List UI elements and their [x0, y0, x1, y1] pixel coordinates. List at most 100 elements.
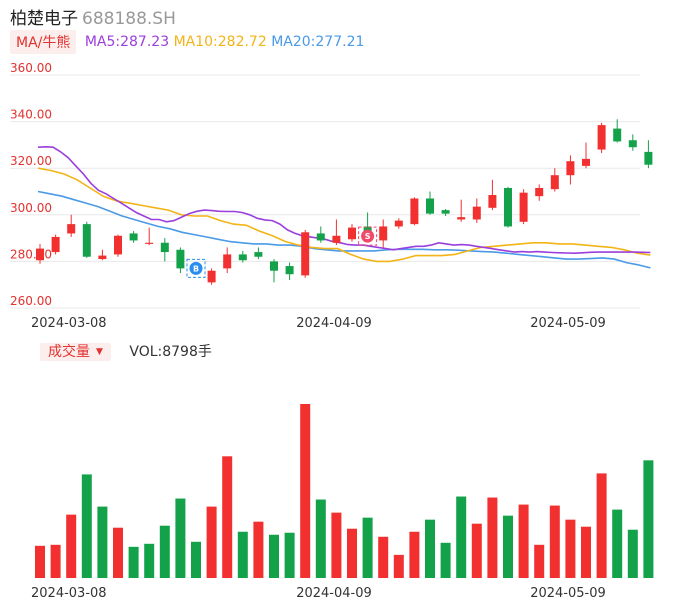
candle-body: [238, 254, 247, 261]
volume-bar: [362, 517, 373, 578]
candle-body: [488, 194, 497, 208]
candle-body: [67, 224, 76, 234]
volume-x-tick-label: 2024-05-09: [530, 586, 606, 601]
candle-body: [550, 175, 559, 190]
candle-body: [145, 242, 154, 244]
candle-body: [457, 217, 466, 220]
volume-bar: [128, 546, 139, 578]
candle-body: [176, 249, 185, 269]
x-tick-label: 2024-03-08: [31, 316, 107, 331]
candle-body: [348, 227, 356, 240]
volume-bar: [393, 554, 404, 578]
candle-body: [644, 151, 653, 165]
volume-legend: 成交量 ▼ VOL:8798手: [40, 341, 212, 361]
volume-bar: [549, 505, 560, 578]
volume-bar: [113, 527, 123, 578]
volume-x-tick-label: 2024-03-08: [31, 586, 107, 601]
candle-body: [472, 206, 481, 220]
volume-bar: [503, 515, 513, 578]
volume-bar: [425, 519, 435, 578]
volume-bar: [284, 532, 295, 578]
candle-body: [535, 188, 544, 197]
y-tick-label: 320.00: [10, 154, 52, 168]
x-tick-label: 2024-05-09: [530, 316, 606, 331]
ma5-line: [37, 145, 651, 255]
candle-body: [519, 192, 528, 222]
volume-bar: [50, 544, 61, 578]
candle-body: [426, 198, 434, 214]
volume-bar: [206, 506, 217, 578]
volume-bar: [331, 512, 342, 578]
volume-bar: [565, 519, 576, 578]
volume-bar: [518, 504, 529, 578]
volume-bar: [81, 474, 92, 578]
volume-bar: [596, 473, 607, 578]
sell-marker-frame: [358, 226, 378, 246]
candle-body: [613, 128, 622, 142]
volume-bar: [66, 514, 77, 578]
volume-bar: [300, 404, 311, 578]
volume-bar: [456, 496, 467, 578]
buy-marker-icon: [189, 261, 203, 275]
volume-bar: [534, 544, 545, 578]
volume-bar: [378, 536, 389, 578]
candle-body: [504, 188, 512, 227]
volume-bar: [581, 526, 591, 578]
volume-bar: [409, 531, 420, 578]
ma10-line: [37, 167, 651, 263]
candle-body: [285, 266, 294, 275]
ma20-label: MA20:277.21: [271, 34, 365, 50]
y-tick-label: 300.00: [10, 201, 52, 215]
candle-body: [114, 235, 122, 255]
volume-bar: [315, 499, 326, 578]
candle-body: [301, 232, 310, 276]
candle-body: [82, 224, 91, 257]
candle-body: [566, 161, 575, 176]
chevron-down-icon: ▼: [96, 347, 103, 357]
candle-body: [410, 198, 419, 225]
volume-bar: [643, 460, 654, 578]
y-tick-label: 340.00: [10, 108, 52, 122]
candle-body: [36, 248, 44, 261]
volume-bar: [471, 523, 482, 578]
volume-bar: [191, 541, 201, 578]
volume-x-tick-label: 2024-04-09: [296, 586, 372, 601]
ma10-label: MA10:282.72: [173, 34, 267, 50]
candle-body: [270, 261, 278, 271]
volume-bar: [35, 545, 45, 578]
candle-body: [316, 233, 325, 241]
volume-bar: [612, 509, 623, 578]
volume-bar: [97, 506, 108, 578]
y-tick-label: 360.00: [10, 61, 52, 75]
ma-toggle-button[interactable]: MA/牛熊: [10, 30, 77, 54]
candle-body: [160, 242, 169, 253]
stock-code: 688188.SH: [82, 9, 176, 29]
volume-toggle-button[interactable]: 成交量 ▼: [40, 343, 111, 361]
volume-bar: [440, 542, 451, 578]
ma-legend: MA/牛熊 MA5:287.23 MA10:282.72 MA20:277.21: [10, 30, 365, 54]
candle-body: [223, 254, 232, 269]
stock-title: 柏楚电子 688188.SH: [10, 4, 176, 29]
candle-body: [129, 233, 138, 241]
volume-bar: [253, 521, 264, 578]
candle-body: [207, 270, 216, 283]
candle-body: [394, 220, 403, 227]
ma5-label: MA5:287.23: [84, 34, 170, 50]
volume-value: VOL:8798手: [129, 344, 212, 360]
volume-bar: [175, 498, 186, 578]
candle-body: [597, 125, 606, 150]
buy-marker-label: B: [193, 264, 199, 273]
stock-name: 柏楚电子: [10, 9, 78, 29]
candle-body: [379, 226, 388, 241]
volume-bar: [144, 543, 155, 578]
x-tick-label: 2024-04-09: [296, 316, 372, 331]
candle-body: [582, 158, 590, 166]
volume-bar: [222, 456, 233, 578]
volume-bar: [627, 529, 638, 578]
candle-body: [98, 255, 107, 260]
candle-body: [441, 210, 450, 214]
y-tick-label: 280.00: [10, 247, 52, 261]
volume-bar: [269, 534, 279, 578]
volume-bar: [347, 528, 357, 578]
